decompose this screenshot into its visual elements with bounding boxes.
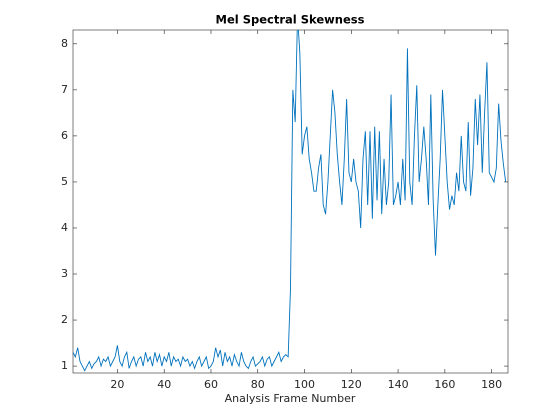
- x-tick-label: 140: [388, 378, 409, 391]
- x-tick-label: 60: [204, 378, 218, 391]
- y-tick-label: 7: [61, 83, 68, 96]
- chart-title: Mel Spectral Skewness: [216, 13, 365, 27]
- y-tick-label: 4: [61, 221, 68, 234]
- x-tick-label: 100: [294, 378, 315, 391]
- x-tick-label: 20: [110, 378, 124, 391]
- plot-area: [72, 29, 509, 374]
- x-tick-label: 180: [481, 378, 502, 391]
- x-tick-label: 160: [434, 378, 455, 391]
- x-tick-label: 80: [251, 378, 265, 391]
- y-tick-label: 6: [61, 129, 68, 142]
- x-tick-label: 120: [341, 378, 362, 391]
- y-tick-label: 1: [61, 359, 68, 372]
- data-line: [73, 30, 507, 372]
- x-axis-label: Analysis Frame Number: [225, 392, 356, 405]
- y-tick-label: 3: [61, 267, 68, 280]
- y-tick-label: 8: [61, 37, 68, 50]
- y-tick-label: 5: [61, 175, 68, 188]
- x-tick-label: 40: [157, 378, 171, 391]
- y-tick-label: 2: [61, 313, 68, 326]
